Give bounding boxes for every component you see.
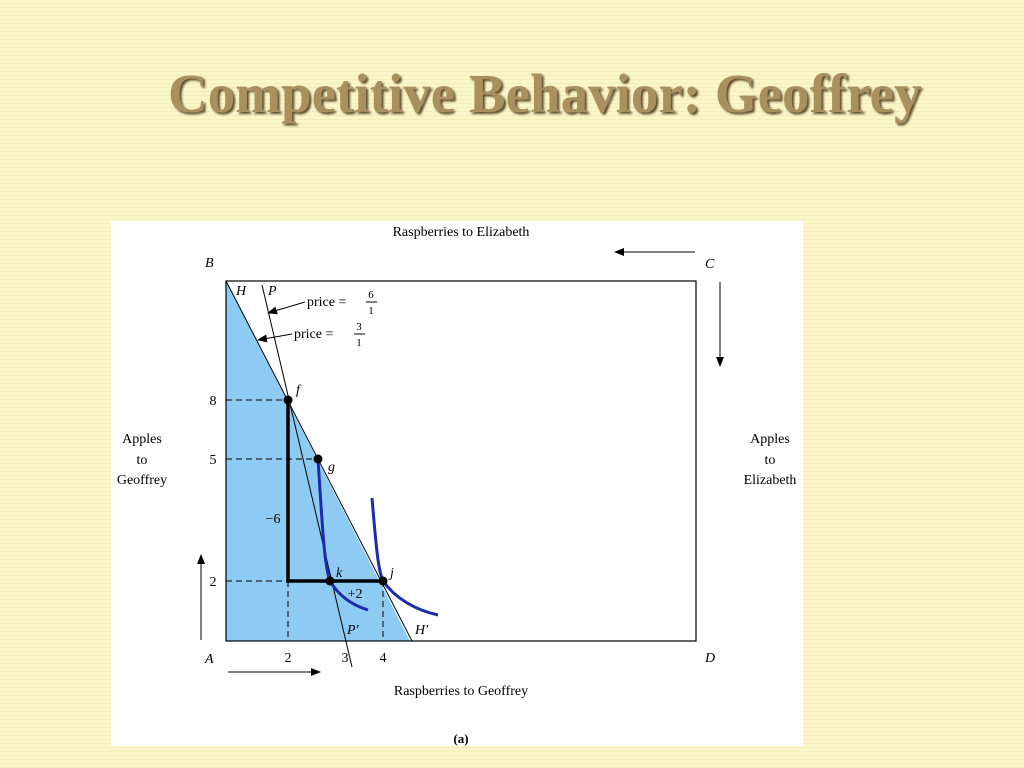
price-numerator: 6	[368, 289, 374, 301]
price-denominator: 1	[356, 337, 362, 349]
slide-title: Competitive Behavior: Geoffrey	[168, 63, 922, 124]
x-tick-label: 2	[285, 651, 292, 666]
line-label: P′	[346, 623, 360, 638]
caption: (a)	[453, 731, 468, 746]
price-label: price =	[307, 295, 346, 310]
annotation: +2	[348, 587, 363, 602]
annotation: −6	[266, 512, 281, 527]
price-label: price =	[294, 327, 333, 342]
left-label: Geoffrey	[117, 473, 167, 488]
y-tick-label: 8	[210, 394, 217, 409]
x-tick-label: 4	[380, 651, 387, 666]
panel	[111, 221, 803, 746]
line-label: H′	[414, 623, 429, 638]
right-label: to	[765, 453, 776, 468]
price-denominator: 1	[368, 305, 374, 317]
left-label: Apples	[122, 432, 162, 447]
price-numerator: 3	[356, 321, 362, 333]
edgeworth-box	[225, 280, 697, 642]
y-tick-label: 5	[210, 453, 217, 468]
line-label: H	[235, 284, 247, 299]
trade-path	[286, 400, 383, 583]
indifference-curve	[316, 458, 369, 612]
y-tick-label: 2	[210, 575, 217, 590]
line-label: P	[267, 284, 277, 299]
top-label: Raspberries to Elizabeth	[393, 225, 530, 240]
right-label: Apples	[750, 432, 790, 447]
line-p	[261, 284, 353, 668]
corner-label: D	[704, 651, 715, 666]
corner-label: C	[705, 257, 715, 272]
right-label: Elizabeth	[744, 473, 797, 488]
corner-label: A	[204, 652, 214, 667]
arrows	[197, 248, 724, 676]
point-label: f	[296, 383, 302, 398]
bottom-label: Raspberries to Geoffrey	[394, 684, 528, 699]
corner-label: B	[205, 256, 214, 271]
guides	[226, 399, 384, 641]
point-label: k	[336, 566, 343, 581]
x-tick-label: 3	[342, 651, 349, 666]
point-label: g	[328, 460, 335, 475]
left-label: to	[137, 453, 148, 468]
point-label: j	[388, 566, 394, 581]
points	[283, 395, 388, 586]
